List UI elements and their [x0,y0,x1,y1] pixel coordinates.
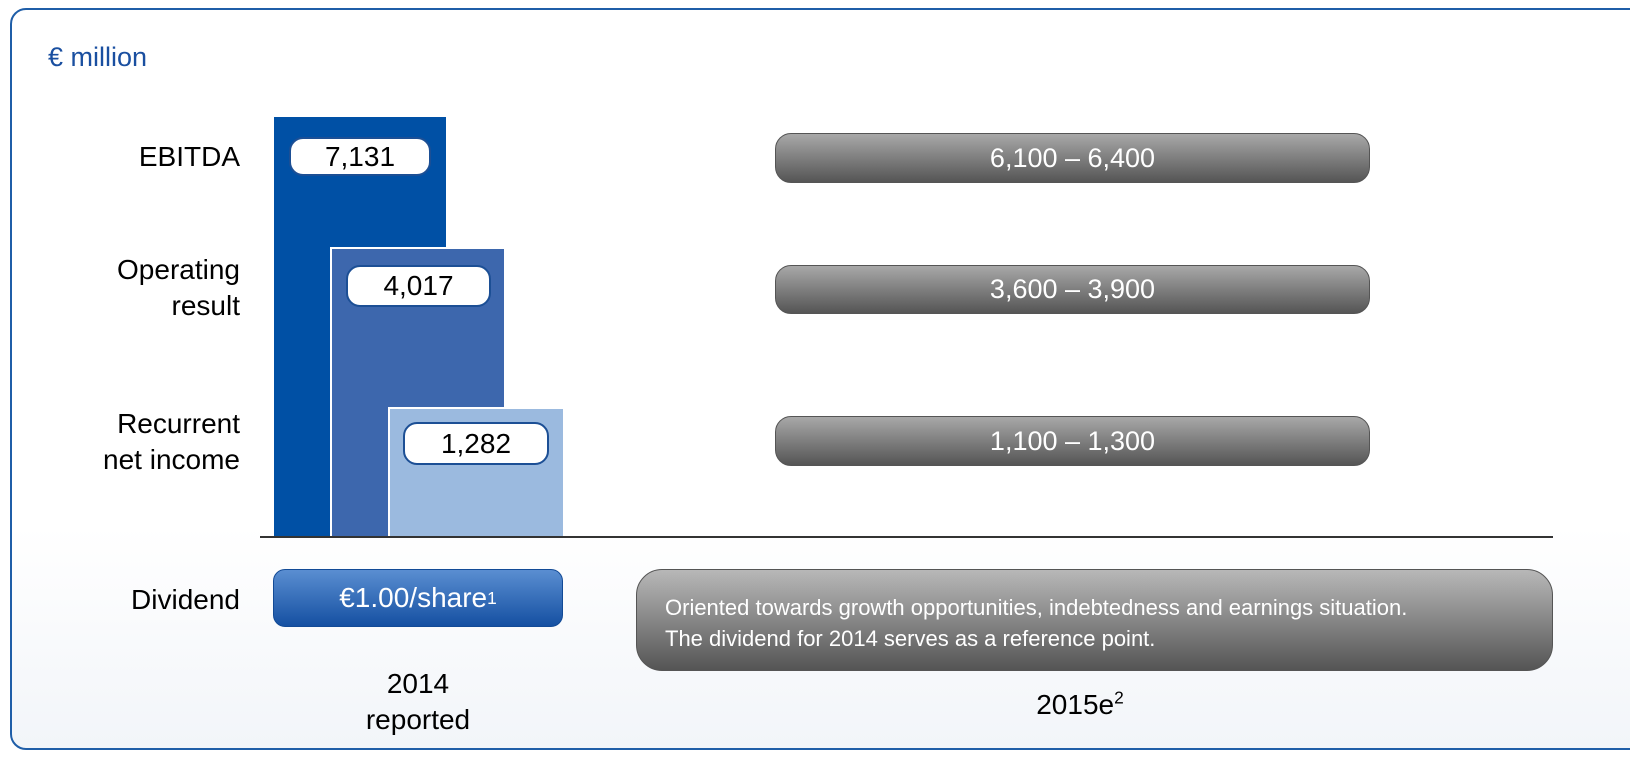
dividend-pill: €1.00/share 1 [273,569,563,627]
row-label-line: net income [103,444,240,475]
outlook-line: Oriented towards growth opportunities, i… [665,595,1408,620]
outlook-pill: 3,600 – 3,900 [775,265,1370,314]
unit-label: € million [48,42,148,72]
column-label-text: 2015e [1036,689,1115,720]
row-label-line: result [171,290,240,321]
row-label-line: Operating [117,254,240,285]
column-label-line: 2014 [386,668,450,699]
outlook-pill: 1,100 – 1,300 [775,416,1370,466]
outlook-line: The dividend for 2014 serves as a refere… [665,626,1156,651]
baseline [260,536,1553,538]
row-label: EBITDA [139,139,240,175]
row-label: Recurrent net income [103,406,240,478]
column-label: 2015e2 [980,687,1180,723]
value-pill: 7,131 [289,137,431,176]
value-pill: 1,282 [403,422,549,465]
row-label: Operating result [117,252,240,324]
outlook-pill: 6,100 – 6,400 [775,133,1370,183]
column-label-line: reported [365,704,471,735]
row-label-line: Dividend [131,584,240,615]
footnote-mark: 2 [1114,687,1124,708]
column-label: 2014 reported [318,666,518,738]
row-label: Dividend [131,582,240,618]
value-pill: 4,017 [346,265,491,307]
dividend-value: €1.00/share [339,582,488,613]
row-label-line: EBITDA [138,141,240,172]
dividend-outlook: Oriented towards growth opportunities, i… [636,569,1553,671]
row-label-line: Recurrent [117,408,240,439]
